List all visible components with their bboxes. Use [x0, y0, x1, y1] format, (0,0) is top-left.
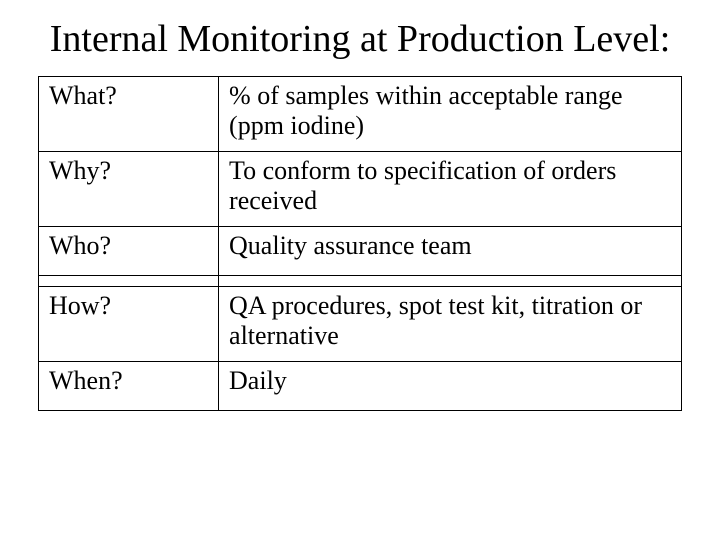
table-row: Why? To conform to specification of orde…	[39, 151, 682, 226]
cell-question: Why?	[39, 151, 219, 226]
cell-answer: QA procedures, spot test kit, titration …	[219, 286, 682, 361]
cell-answer: Daily	[219, 361, 682, 410]
slide: Internal Monitoring at Production Level:…	[0, 0, 720, 540]
cell-answer	[219, 275, 682, 286]
table-row: What? % of samples within acceptable ran…	[39, 76, 682, 151]
cell-answer: Quality assurance team	[219, 226, 682, 275]
table-row: When? Daily	[39, 361, 682, 410]
table-row	[39, 275, 682, 286]
cell-question: What?	[39, 76, 219, 151]
table-row: Who? Quality assurance team	[39, 226, 682, 275]
cell-answer: To conform to specification of orders re…	[219, 151, 682, 226]
slide-title: Internal Monitoring at Production Level:	[38, 18, 682, 62]
cell-question	[39, 275, 219, 286]
cell-answer: % of samples within acceptable range (pp…	[219, 76, 682, 151]
monitoring-table: What? % of samples within acceptable ran…	[38, 76, 682, 411]
table-row: How? QA procedures, spot test kit, titra…	[39, 286, 682, 361]
cell-question: How?	[39, 286, 219, 361]
cell-question: Who?	[39, 226, 219, 275]
cell-question: When?	[39, 361, 219, 410]
